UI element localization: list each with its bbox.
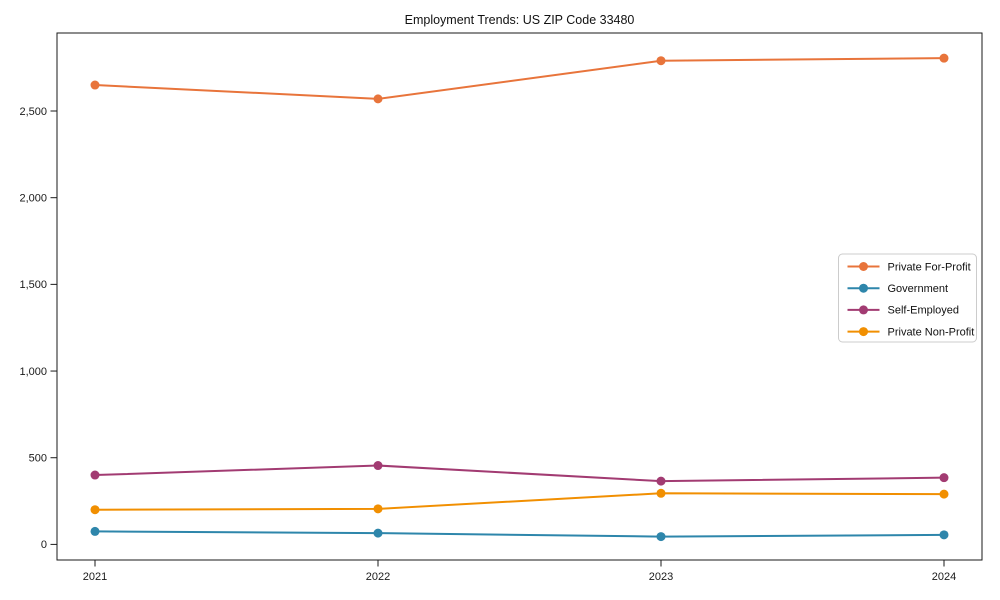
data-point-government (939, 530, 949, 540)
x-axis-tick-label: 2023 (649, 571, 673, 583)
data-point-government (656, 532, 666, 542)
legend-label-private-for-profit: Private For-Profit (888, 261, 971, 273)
legend-marker-private-for-profit (859, 262, 868, 271)
y-axis-tick-label: 500 (29, 453, 47, 465)
x-axis-tick-label: 2024 (932, 571, 956, 583)
data-point-private-non-profit (939, 489, 949, 499)
data-point-government (90, 526, 100, 536)
series-line-self-employed (94, 464, 945, 483)
data-point-private-non-profit (656, 488, 666, 498)
data-point-self-employed (373, 461, 383, 471)
y-axis-tick-label: 1,000 (19, 366, 47, 378)
data-point-self-employed (90, 470, 100, 480)
y-axis-tick-label: 2,000 (19, 192, 47, 204)
data-point-private-for-profit (939, 53, 949, 63)
x-axis-tick-label: 2021 (83, 571, 107, 583)
data-point-private-for-profit (656, 56, 666, 66)
legend-box (838, 253, 977, 343)
series-line-private-for-profit (94, 57, 945, 100)
data-point-government (373, 528, 383, 538)
data-point-private-for-profit (90, 80, 100, 90)
legend-label-private-non-profit: Private Non-Profit (888, 326, 975, 338)
legend-label-government: Government (888, 283, 949, 295)
legend-marker-self-employed (859, 305, 868, 315)
x-axis-tick-label: 2022 (366, 571, 390, 583)
legend-label-self-employed: Self-Employed (888, 305, 960, 317)
plot-frame (56, 32, 983, 561)
series-line-private-non-profit (94, 492, 945, 511)
y-axis-tick-label: 0 (41, 539, 47, 551)
y-axis-tick-label: 1,500 (19, 279, 47, 291)
legend-marker-government (859, 283, 868, 293)
series-line-government (94, 530, 945, 538)
legend-marker-private-non-profit (859, 327, 868, 337)
chart-title: Employment Trends: US ZIP Code 33480 (404, 13, 635, 27)
data-point-self-employed (939, 473, 949, 483)
data-point-private-for-profit (373, 94, 383, 104)
y-axis-tick-label: 2,500 (19, 106, 47, 118)
data-point-private-non-profit (373, 504, 383, 514)
data-point-private-non-profit (90, 505, 100, 515)
data-point-self-employed (656, 476, 666, 486)
